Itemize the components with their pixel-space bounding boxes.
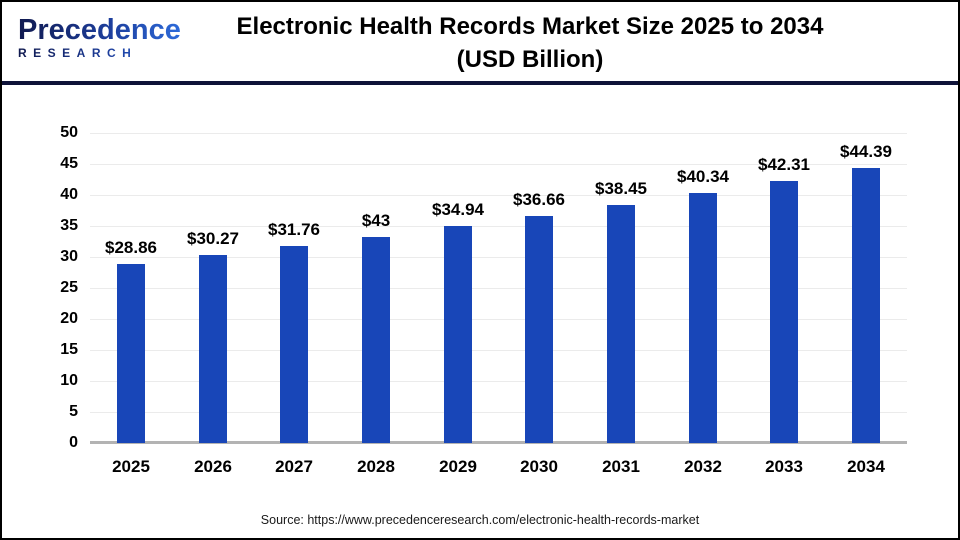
gridline — [90, 288, 907, 289]
bar — [444, 226, 472, 443]
y-axis-label: 0 — [69, 434, 78, 451]
bar — [362, 237, 390, 443]
bar — [607, 205, 635, 443]
logo-wordmark: Precedence — [18, 15, 188, 45]
x-axis-label: 2025 — [112, 457, 150, 476]
chart-title-line2: (USD Billion) — [456, 46, 604, 73]
y-axis-label: 15 — [60, 341, 78, 358]
bar — [852, 168, 880, 443]
x-axis-label: 2029 — [439, 457, 477, 476]
y-axis-label: 40 — [60, 186, 78, 203]
y-axis-label: 45 — [60, 155, 78, 172]
chart-title: Electronic Health Records Market Size 20… — [112, 10, 948, 76]
bar — [199, 255, 227, 443]
bar-value-label: $38.45 — [595, 179, 647, 198]
gridline — [90, 257, 907, 258]
bar-value-label: $30.27 — [187, 229, 239, 248]
bar-value-label: $28.86 — [105, 238, 157, 257]
gridline — [90, 350, 907, 351]
header: Precedence RESEARCH Electronic Health Re… — [2, 2, 958, 81]
y-axis-label: 10 — [60, 372, 78, 389]
x-axis-label: 2033 — [765, 457, 803, 476]
y-axis-label: 5 — [69, 403, 78, 420]
gridline — [90, 226, 907, 227]
bar — [525, 216, 553, 443]
gridline — [90, 195, 907, 196]
source-text: Source: https://www.precedenceresearch.c… — [260, 513, 700, 527]
gridline — [90, 319, 907, 320]
gridline — [90, 164, 907, 165]
bar-value-label: $42.31 — [758, 155, 810, 174]
gridline — [90, 133, 907, 134]
bar — [689, 193, 717, 443]
bar-value-label: $31.76 — [268, 220, 320, 239]
gridline — [90, 412, 907, 413]
logo-subtitle: RESEARCH — [18, 46, 188, 60]
bar-value-label: $44.39 — [840, 142, 892, 161]
y-axis-label: 50 — [60, 124, 78, 141]
gridline — [90, 381, 907, 382]
bar — [117, 264, 145, 443]
bar — [770, 181, 798, 443]
y-axis-label: 30 — [60, 248, 78, 265]
y-axis-label: 20 — [60, 310, 78, 327]
x-axis-label: 2031 — [602, 457, 640, 476]
bar-value-label: $40.34 — [677, 167, 729, 186]
x-axis-label: 2030 — [520, 457, 558, 476]
x-axis-label: 2028 — [357, 457, 395, 476]
x-axis-label: 2032 — [684, 457, 722, 476]
bar-value-label: $36.66 — [513, 190, 565, 209]
y-axis-label: 25 — [60, 279, 78, 296]
x-axis-label: 2027 — [275, 457, 313, 476]
bar-value-label: $43 — [361, 211, 391, 230]
bar-value-label: $34.94 — [432, 200, 484, 219]
chart-title-line1: Electronic Health Records Market Size 20… — [236, 13, 824, 40]
bar — [280, 246, 308, 443]
precedence-research-logo: Precedence RESEARCH — [18, 15, 188, 60]
header-separator — [2, 81, 958, 85]
x-axis-label: 2034 — [847, 457, 885, 476]
x-axis-label: 2026 — [194, 457, 232, 476]
x-axis-baseline — [90, 441, 907, 444]
y-axis-label: 35 — [60, 217, 78, 234]
